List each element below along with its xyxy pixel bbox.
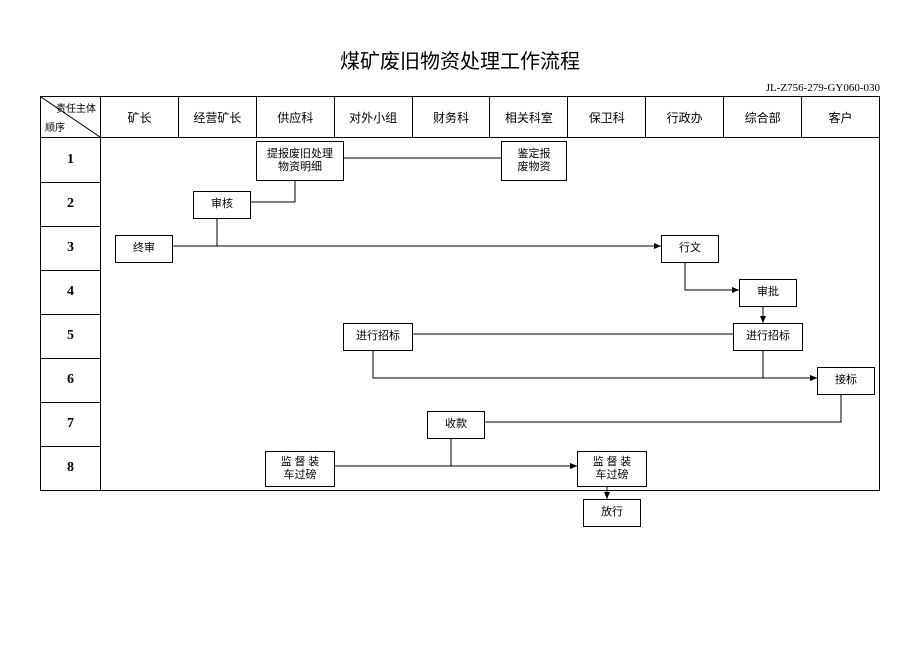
row-seq: 2 [41,182,101,226]
row-seq: 5 [41,314,101,358]
column-header: 保卫科 [568,97,646,138]
column-header: 综合部 [724,97,802,138]
lane-body [101,226,880,270]
lane-body [101,446,880,491]
column-header: 行政办 [646,97,724,138]
header-corner: 责任主体 顺序 [41,97,101,138]
column-header: 相关科室 [490,97,568,138]
lane-body [101,402,880,446]
lane-body [101,314,880,358]
row-seq: 4 [41,270,101,314]
column-header: 客户 [802,97,880,138]
column-header: 供应科 [256,97,334,138]
header-bottom-label: 顺序 [45,119,65,134]
flowchart: 责任主体 顺序 矿长经营矿长供应科对外小组财务科相关科室保卫科行政办综合部客户 … [40,96,880,491]
row-seq: 3 [41,226,101,270]
column-header: 财务科 [412,97,490,138]
row-seq: 6 [41,358,101,402]
lane-body [101,270,880,314]
page-title: 煤矿废旧物资处理工作流程 [20,45,900,74]
row-seq: 7 [41,402,101,446]
row-seq: 1 [41,138,101,183]
column-header: 对外小组 [334,97,412,138]
row-seq: 8 [41,446,101,491]
lane-body [101,358,880,402]
lane-body [101,138,880,183]
swimlane-grid: 责任主体 顺序 矿长经营矿长供应科对外小组财务科相关科室保卫科行政办综合部客户 … [40,96,880,491]
header-top-label: 责任主体 [56,100,96,115]
column-header: 经营矿长 [178,97,256,138]
flow-node: 放行 [583,499,641,527]
doc-number: JL-Z756-279-GY060-030 [20,82,880,94]
lane-body [101,182,880,226]
column-header: 矿长 [101,97,179,138]
